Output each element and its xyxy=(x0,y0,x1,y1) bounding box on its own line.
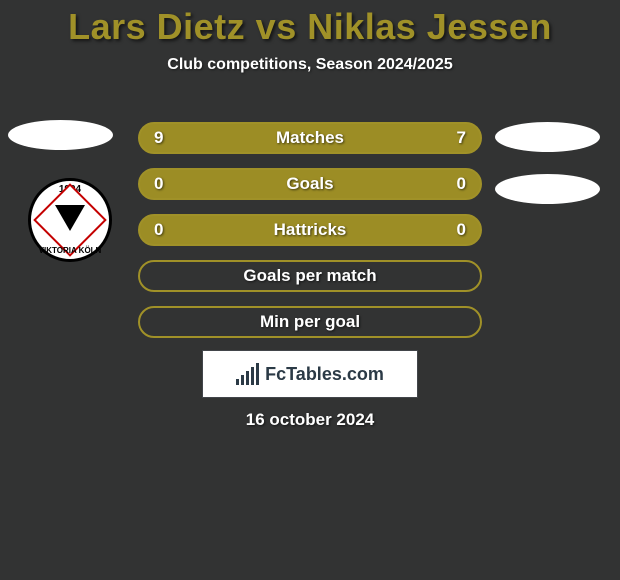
badge-club-name: VIKTORIA KÖLN xyxy=(31,246,109,255)
bars-icon xyxy=(236,363,259,385)
player-right-photo-placeholder-1 xyxy=(495,122,600,152)
stat-label: Goals xyxy=(286,174,333,194)
stat-value-right: 0 xyxy=(457,174,466,194)
stat-label: Goals per match xyxy=(243,266,376,286)
subtitle: Club competitions, Season 2024/2025 xyxy=(0,56,620,74)
stat-row: Hattricks 0 0 xyxy=(138,214,482,246)
player-right-photo-placeholder-2 xyxy=(495,174,600,204)
stat-value-right: 7 xyxy=(457,128,466,148)
stat-label: Hattricks xyxy=(274,220,347,240)
stat-value-left: 0 xyxy=(154,220,163,240)
player-left-photo-placeholder xyxy=(8,120,113,150)
stat-value-left: 9 xyxy=(154,128,163,148)
club-badge-left: 1904 VIKTORIA KÖLN xyxy=(28,178,112,262)
stat-value-left: 0 xyxy=(154,174,163,194)
stat-label: Min per goal xyxy=(260,312,360,332)
stat-label: Matches xyxy=(276,128,344,148)
stat-value-right: 0 xyxy=(457,220,466,240)
stat-row: Goals per match xyxy=(138,260,482,292)
page-title: Lars Dietz vs Niklas Jessen xyxy=(0,0,620,48)
stat-row: Min per goal xyxy=(138,306,482,338)
stat-rows: Matches 9 7 Goals 0 0 Hattricks 0 0 Goals per mat… xyxy=(138,122,482,352)
brand-logo: FcTables.com xyxy=(202,350,418,398)
brand-text: FcTables.com xyxy=(265,364,384,385)
date-label: 16 october 2024 xyxy=(0,410,620,430)
stat-row: Matches 9 7 xyxy=(138,122,482,154)
stat-row: Goals 0 0 xyxy=(138,168,482,200)
